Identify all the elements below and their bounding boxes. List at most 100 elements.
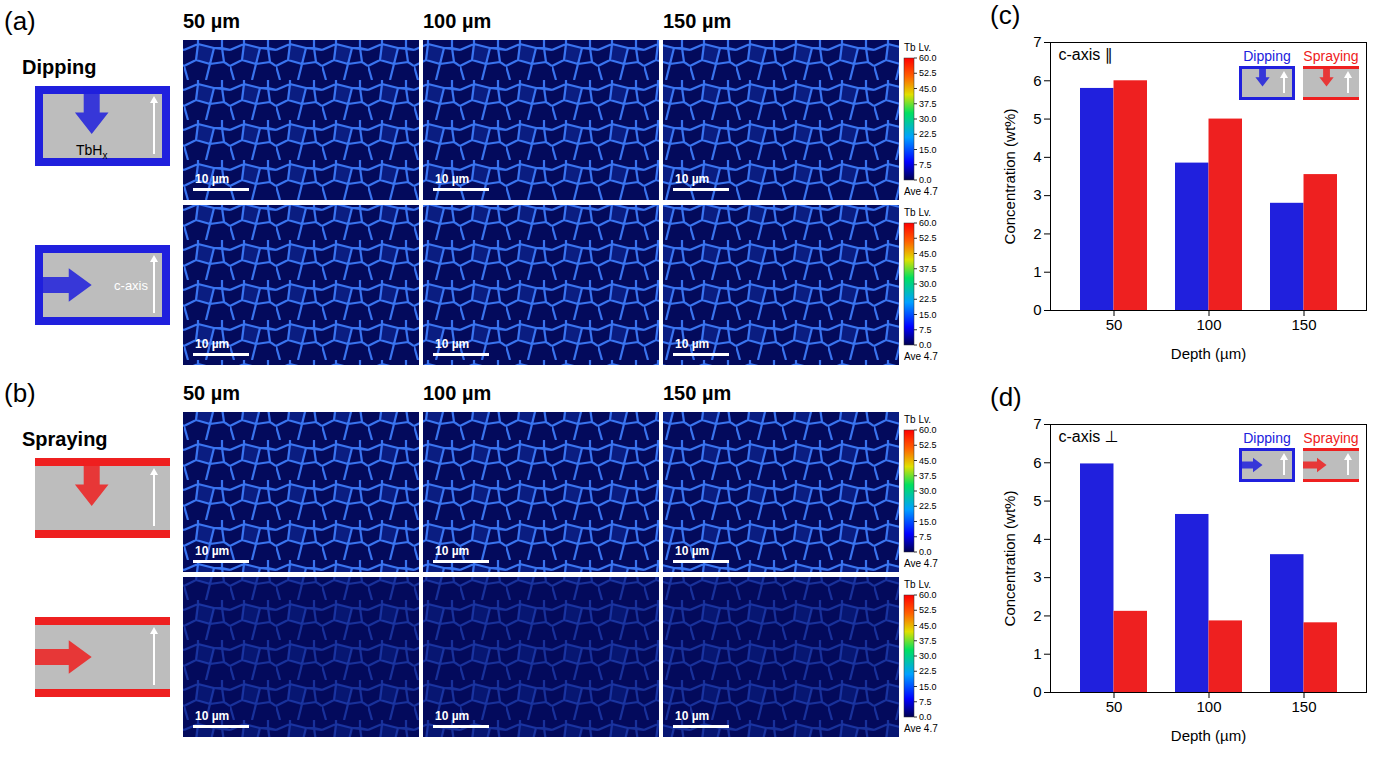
svg-text:2: 2 [1033,607,1041,624]
svg-text:60.0: 60.0 [919,53,937,63]
html-text:Dipping: Dipping [1243,48,1291,64]
svg-text:37.5: 37.5 [919,471,937,481]
svg-text:Ave 4.7: Ave 4.7 [904,186,938,197]
svg-text:0.0: 0.0 [919,712,932,722]
svg-text:Dipping: Dipping [22,56,96,78]
svg-text:5: 5 [1033,110,1041,127]
svg-text:TbHx: TbHx [76,142,107,161]
svg-text:0.0: 0.0 [919,175,932,185]
svg-text:60.0: 60.0 [919,590,937,600]
svg-text:5: 5 [1033,492,1041,509]
svg-text:30.0: 30.0 [919,279,937,289]
svg-text:15.0: 15.0 [919,517,937,527]
svg-text:10 µm: 10 µm [195,337,229,351]
svg-text:10 µm: 10 µm [435,172,469,186]
svg-text:0.0: 0.0 [919,547,932,557]
svg-text:37.5: 37.5 [919,99,937,109]
svg-text:Concentration (wt%): Concentration (wt%) [1001,491,1018,627]
svg-text:7: 7 [1033,415,1041,432]
svg-text:50: 50 [1106,698,1123,715]
svg-text:30.0: 30.0 [919,486,937,496]
svg-text:22.5: 22.5 [919,666,937,676]
svg-text:10 µm: 10 µm [195,544,229,558]
svg-text:3: 3 [1033,186,1041,203]
svg-text:c-axis ⊥: c-axis ⊥ [1059,428,1119,445]
svg-text:(b): (b) [4,378,36,408]
svg-text:45.0: 45.0 [919,84,937,94]
svg-text:100: 100 [1196,698,1221,715]
svg-text:60.0: 60.0 [919,218,937,228]
svg-text:7.5: 7.5 [919,160,932,170]
svg-text:7.5: 7.5 [919,532,932,542]
html-text:(c): (c) [990,0,1021,30]
svg-text:60.0: 60.0 [919,425,937,435]
svg-text:15.0: 15.0 [919,145,937,155]
svg-text:Depth (µm): Depth (µm) [1171,345,1246,362]
svg-text:2: 2 [1033,225,1041,242]
svg-text:52.5: 52.5 [919,68,937,78]
svg-text:100 µm: 100 µm [423,10,491,32]
svg-text:100: 100 [1196,316,1221,333]
svg-text:22.5: 22.5 [919,129,937,139]
svg-text:10 µm: 10 µm [675,337,709,351]
svg-text:6: 6 [1033,72,1041,89]
svg-text:Tb Lv.: Tb Lv. [904,579,931,590]
svg-text:30.0: 30.0 [919,651,937,661]
svg-text:4: 4 [1033,148,1041,165]
svg-text:Ave 4.7: Ave 4.7 [904,351,938,362]
svg-text:Depth (µm): Depth (µm) [1171,727,1246,744]
svg-text:Ave 4.7: Ave 4.7 [904,723,938,734]
svg-text:45.0: 45.0 [919,456,937,466]
svg-text:52.5: 52.5 [919,440,937,450]
svg-text:6: 6 [1033,454,1041,471]
svg-text:0: 0 [1033,301,1041,318]
svg-text:7.5: 7.5 [919,697,932,707]
svg-text:0.0: 0.0 [919,340,932,350]
html-text:(d): (d) [990,382,1022,412]
svg-text:c-axis: c-axis [114,278,148,293]
svg-text:52.5: 52.5 [919,233,937,243]
svg-text:150: 150 [1291,698,1316,715]
svg-text:10 µm: 10 µm [195,709,229,723]
svg-text:10 µm: 10 µm [435,337,469,351]
svg-text:1: 1 [1033,645,1041,662]
svg-text:50 µm: 50 µm [183,382,240,404]
svg-text:52.5: 52.5 [919,605,937,615]
svg-text:50 µm: 50 µm [183,10,240,32]
svg-text:150 µm: 150 µm [663,382,731,404]
svg-text:10 µm: 10 µm [435,544,469,558]
svg-text:30.0: 30.0 [919,114,937,124]
svg-text:3: 3 [1033,568,1041,585]
svg-text:0: 0 [1033,683,1041,700]
svg-text:10 µm: 10 µm [435,709,469,723]
svg-text:37.5: 37.5 [919,636,937,646]
svg-text:45.0: 45.0 [919,249,937,259]
svg-text:22.5: 22.5 [919,294,937,304]
svg-text:1: 1 [1033,263,1041,280]
svg-text:37.5: 37.5 [919,264,937,274]
svg-text:c-axis ∥: c-axis ∥ [1059,46,1113,64]
svg-text:150: 150 [1291,316,1316,333]
svg-text:100 µm: 100 µm [423,382,491,404]
svg-text:Concentration (wt%): Concentration (wt%) [1001,109,1018,245]
svg-text:150 µm: 150 µm [663,10,731,32]
svg-text:15.0: 15.0 [919,310,937,320]
svg-text:(a): (a) [4,6,36,36]
svg-text:7: 7 [1033,33,1041,50]
svg-text:10 µm: 10 µm [195,172,229,186]
svg-text:10 µm: 10 µm [675,709,709,723]
svg-text:50: 50 [1106,316,1123,333]
svg-text:Ave 4.7: Ave 4.7 [904,558,938,569]
svg-text:10 µm: 10 µm [675,544,709,558]
svg-text:22.5: 22.5 [919,501,937,511]
svg-text:Tb Lv.: Tb Lv. [904,414,931,425]
svg-text:10 µm: 10 µm [675,172,709,186]
svg-text:45.0: 45.0 [919,621,937,631]
svg-text:4: 4 [1033,530,1041,547]
svg-text:15.0: 15.0 [919,682,937,692]
html-text:Spraying: Spraying [1303,48,1359,64]
svg-text:Spraying: Spraying [22,428,108,450]
svg-text:7.5: 7.5 [919,325,932,335]
svg-text:Tb Lv.: Tb Lv. [904,42,931,53]
svg-text:Tb Lv.: Tb Lv. [904,207,931,218]
